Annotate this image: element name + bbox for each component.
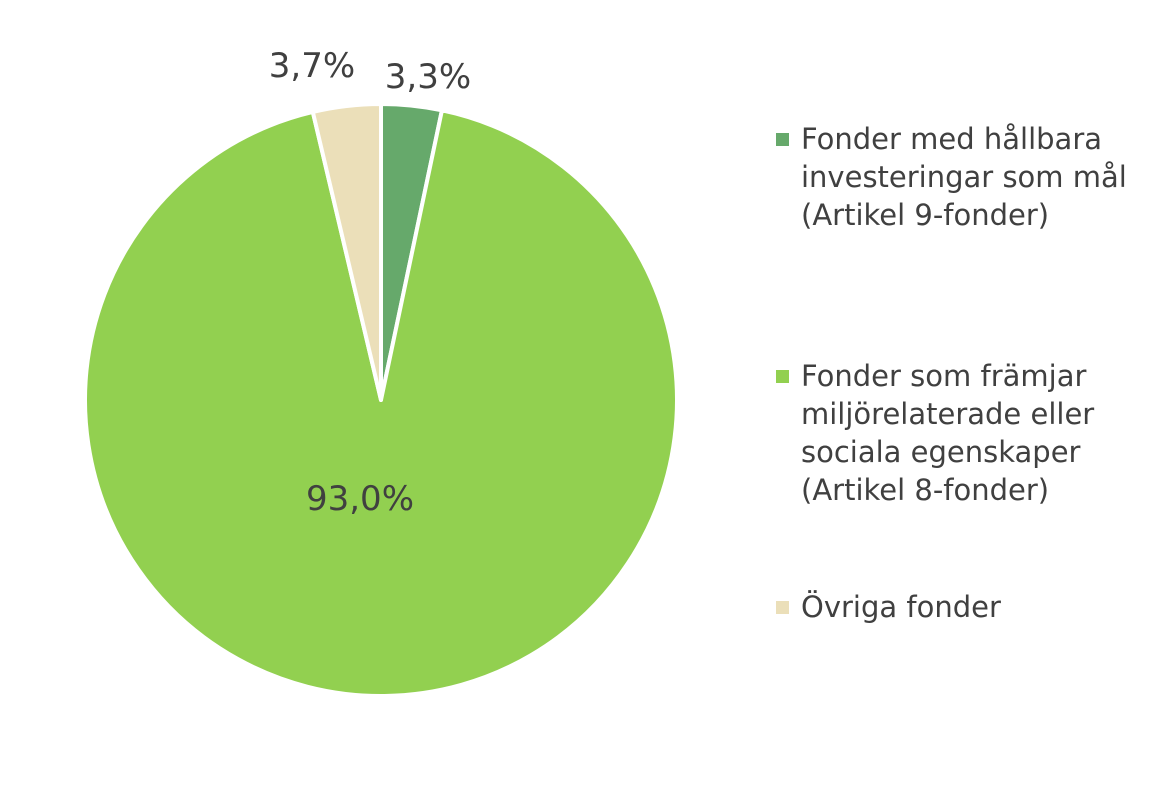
legend-label: Fonder med hållbara investeringar som må… xyxy=(801,122,1127,232)
slice-ovriga xyxy=(310,102,383,402)
legend-item-artikel-8: Fonder som främjar miljörelaterade eller… xyxy=(776,357,1146,509)
slice-artikel-8 xyxy=(83,108,679,698)
data-label-ovriga: 3,7% xyxy=(269,46,355,86)
legend-label: Fonder som främjar miljörelaterade eller… xyxy=(801,359,1095,507)
data-label-artikel-9: 3,3% xyxy=(385,57,471,97)
legend-swatch xyxy=(776,133,789,146)
legend-item-ovriga: Övriga fonder xyxy=(776,588,1146,626)
pie-slices xyxy=(83,102,679,698)
legend-swatch xyxy=(776,601,789,614)
legend-item-artikel-9: Fonder med hållbara investeringar som må… xyxy=(776,120,1146,234)
legend-swatch xyxy=(776,370,789,383)
data-label-artikel-8: 93,0% xyxy=(306,479,414,519)
pie-data-labels: 3,3% 93,0% 3,7% xyxy=(269,46,471,519)
legend-label: Övriga fonder xyxy=(801,590,1001,624)
